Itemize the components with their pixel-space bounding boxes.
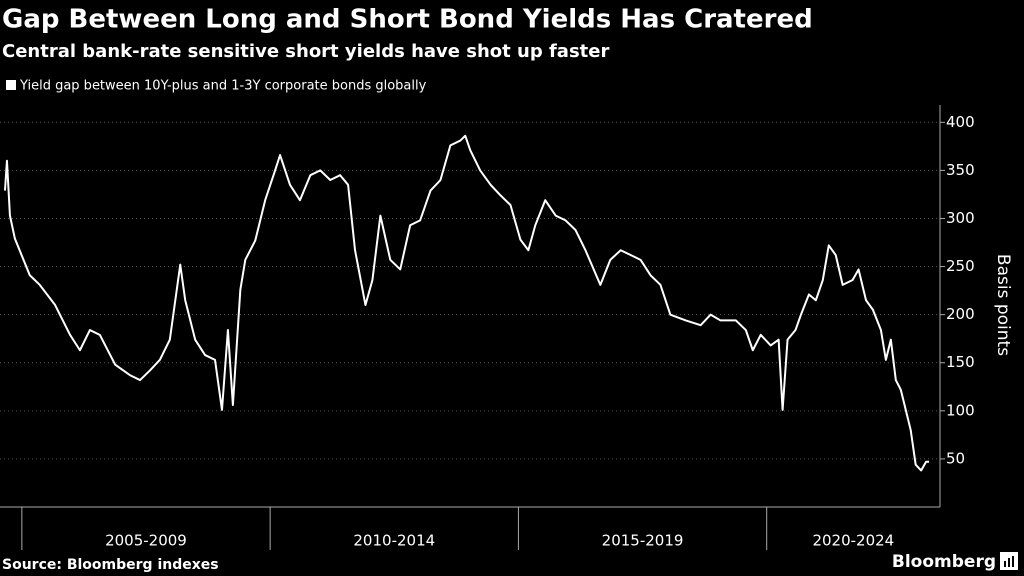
- y-tick-label: 350: [946, 161, 975, 179]
- y-tick-label: 300: [946, 209, 975, 227]
- x-tick-label: 2020-2024: [812, 532, 894, 550]
- brand-icon-bar: [1012, 556, 1014, 567]
- y-axis-label: Basis points: [993, 254, 1013, 356]
- y-tick-label: 200: [946, 305, 975, 323]
- x-tick-label: 2015-2019: [602, 532, 684, 550]
- y-tick-label: 150: [946, 353, 975, 371]
- source: Source: Bloomberg indexes: [2, 557, 219, 573]
- legend-label: Yield gap between 10Y-plus and 1-3Y corp…: [19, 79, 427, 94]
- legend-swatch: [6, 80, 16, 90]
- brand-icon-bar: [1004, 561, 1006, 567]
- x-tick-label: 2010-2014: [353, 532, 435, 550]
- x-tick-label: 2005-2009: [105, 532, 187, 550]
- brand: Bloomberg: [892, 552, 996, 572]
- y-tick-label: 100: [946, 401, 975, 419]
- y-tick-label: 400: [946, 113, 975, 131]
- y-tick-label: 250: [946, 257, 975, 275]
- chart-subtitle: Central bank-rate sensitive short yields…: [2, 41, 609, 62]
- line-series: [3, 134, 930, 472]
- y-tick-label: 50: [946, 449, 965, 467]
- brand-icon-bar: [1008, 558, 1010, 567]
- chart-title: Gap Between Long and Short Bond Yields H…: [2, 5, 813, 35]
